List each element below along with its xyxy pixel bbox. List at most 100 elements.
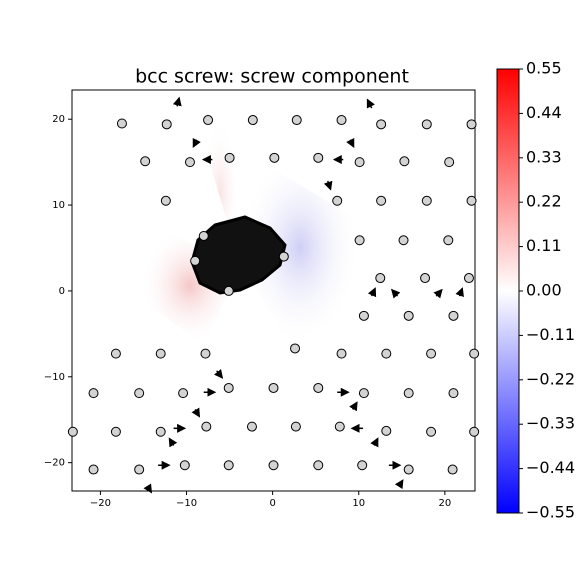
x-tick-label: 10 [352,498,365,509]
atom [88,464,99,475]
arrow [367,287,377,298]
atom [200,348,211,359]
atom [403,388,414,399]
atom [134,388,145,399]
core-arrows [190,215,287,295]
atom [278,251,289,262]
atom [160,195,171,206]
x-tick-label: 0 [269,498,275,509]
chart-title: bcc screw: screw component [135,66,409,88]
arrow [192,137,201,149]
atom [447,464,458,475]
atom [403,310,414,321]
arrow [346,137,355,149]
atom [443,235,454,246]
atom [420,273,431,284]
arrow [390,288,401,299]
atom [155,348,166,359]
atom [313,152,324,163]
atom [268,460,279,471]
atom [291,115,302,126]
atom [313,460,324,471]
atom [381,348,392,359]
colorbar-tick-label: 0.11 [526,236,562,255]
atom [203,115,214,126]
arrow [394,479,404,490]
y-tick-label: 0 [59,286,65,297]
arrow [191,407,201,418]
colorbar-tick-label: −0.33 [526,414,575,433]
atom [268,382,279,393]
atom [448,310,459,321]
colorbar-tick-label: 0.33 [526,147,562,166]
atom [375,273,386,284]
atom [67,426,78,437]
atom [398,235,409,246]
x-tick-label: −20 [90,498,111,509]
atom [313,382,324,393]
arrow [213,368,224,379]
atom [269,152,280,163]
colorbar-tick-label: 0.44 [526,103,562,122]
atom [223,460,234,471]
atom [466,119,477,130]
atom [444,157,455,168]
atom [376,195,387,206]
atom [201,421,212,432]
atom [110,426,121,437]
arrow [349,401,358,412]
atom [290,343,301,354]
y-tick-label: −20 [44,458,65,469]
atom [466,195,477,206]
atom [161,119,172,130]
atom [421,195,432,206]
arrow [323,180,333,191]
arrow [433,288,443,299]
arrow [455,287,464,298]
atom [224,152,235,163]
colorbar-tick-label: 0.55 [526,59,562,78]
atom [358,388,369,399]
colorbar-tick-label: −0.22 [526,369,575,388]
colorbar-tick-label: −0.44 [526,458,575,477]
atom [399,156,410,167]
x-tick-label: 20 [438,498,451,509]
y-tick-label: 20 [52,114,65,125]
colorbar-tick-label: −0.11 [526,325,575,344]
atom [223,285,234,296]
atom [358,310,369,321]
atom [290,421,301,432]
atom [88,388,99,399]
colorbar-tick-label: −0.55 [526,503,575,522]
atom [448,388,459,399]
colorbar-tick-label: 0.00 [526,281,562,300]
y-tick-label: 10 [52,200,65,211]
atom [469,348,480,359]
atom [179,460,190,471]
arrow [143,483,153,494]
atom [110,348,121,359]
x-tick-label: −10 [176,498,197,509]
atom [426,348,437,359]
atom [354,157,365,168]
atom [134,464,145,475]
atom [426,426,437,437]
atom [190,255,201,266]
atom [336,115,347,126]
atom [184,157,195,168]
arrow [168,437,178,448]
atom [421,119,432,130]
atom [469,426,480,437]
atom [357,460,368,471]
atom [116,118,127,129]
colorbar [496,68,520,514]
arrow [370,437,379,448]
atom [140,156,151,167]
atom [336,348,347,359]
atom [155,426,166,437]
atom [198,230,209,241]
atom [403,464,414,475]
arrow [172,96,182,107]
atom [246,421,257,432]
